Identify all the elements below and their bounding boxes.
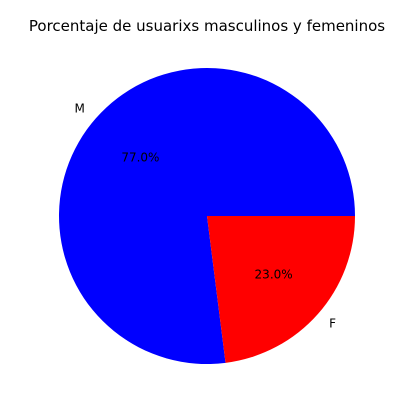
chart-title: Porcentaje de usuarixs masculinos y feme… — [29, 17, 385, 35]
slice-pct-m: 77.0% — [121, 150, 159, 164]
slice-label-f: F — [329, 317, 336, 331]
pie-slice-f — [207, 216, 355, 363]
pie-slices — [59, 68, 356, 365]
slice-pct-f: 23.0% — [255, 268, 293, 282]
slice-label-m: M — [75, 101, 85, 115]
pie-labels: M 77.0% F 23.0% — [75, 101, 337, 330]
